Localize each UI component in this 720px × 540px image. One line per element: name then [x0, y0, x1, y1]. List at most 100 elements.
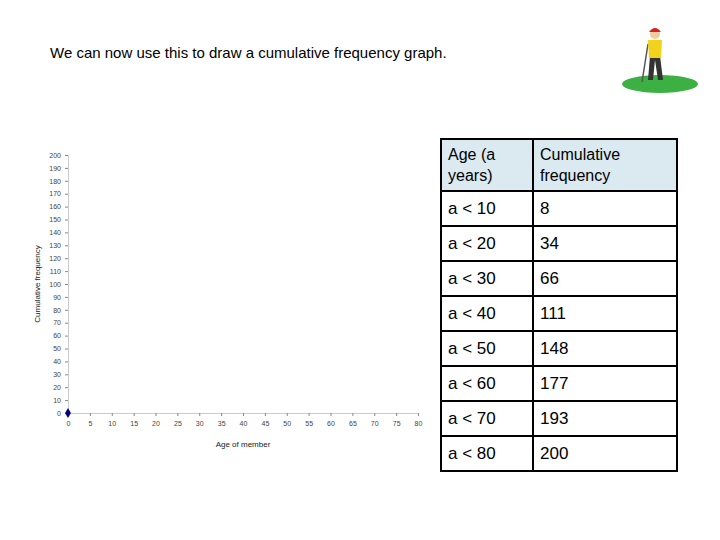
y-tick-label: 130: [49, 242, 61, 249]
table-cell: 66: [533, 261, 677, 296]
y-tick-label: 140: [49, 229, 61, 236]
x-tick-label: 75: [393, 420, 401, 427]
y-tick-mark: [65, 374, 68, 375]
table-cell: a < 10: [441, 191, 533, 226]
x-tick-mark: [309, 413, 310, 416]
table-cell: a < 40: [441, 296, 533, 331]
y-tick-label: 40: [53, 358, 61, 365]
y-tick-label: 60: [53, 332, 61, 339]
y-tick-mark: [65, 349, 68, 350]
y-tick-label: 150: [49, 216, 61, 223]
x-tick-label: 80: [415, 420, 423, 427]
x-tick-mark: [134, 413, 135, 416]
table-cell: 34: [533, 226, 677, 261]
x-tick-mark: [265, 413, 266, 416]
x-tick-label: 10: [108, 420, 116, 427]
y-tick-label: 20: [53, 384, 61, 391]
y-axis: 0 10 20 30 40 50 60 70 80 90 100 110 120 130 140 150 160…: [49, 152, 68, 417]
y-tick: 90: [53, 294, 68, 301]
table-row: a < 80200: [441, 436, 677, 471]
x-tick: 80: [415, 413, 423, 427]
y-tick: 110: [50, 268, 68, 275]
x-tick-label: 55: [305, 420, 313, 427]
x-tick-mark: [90, 413, 91, 416]
x-axis-line: [69, 414, 419, 417]
x-tick-label: 35: [218, 420, 226, 427]
x-tick-label: 5: [88, 420, 92, 427]
table-cell: a < 60: [441, 366, 533, 401]
table-cell: 148: [533, 331, 677, 366]
x-tick: 60: [327, 413, 335, 427]
table-row: a < 108: [441, 191, 677, 226]
y-tick-label: 70: [53, 319, 61, 326]
table-cell: a < 50: [441, 331, 533, 366]
y-tick: 160: [49, 203, 68, 210]
head: [650, 29, 660, 39]
table-cell: a < 30: [441, 261, 533, 296]
x-tick-label: 20: [152, 420, 160, 427]
table-cell: 111: [533, 296, 677, 331]
x-tick-mark: [177, 413, 178, 416]
header-cell: Cumulative frequency: [533, 139, 677, 191]
x-axis-title: Age of member: [216, 440, 271, 449]
x-tick-label: 0: [67, 420, 71, 427]
x-tick: 25: [174, 413, 182, 427]
table-row: a < 3066: [441, 261, 677, 296]
x-tick-mark: [112, 413, 113, 416]
y-tick: 60: [53, 332, 68, 339]
x-tick: 10: [108, 413, 116, 427]
table-cell: 8: [533, 191, 677, 226]
header-cell: Age (a years): [441, 139, 533, 191]
legs: [648, 56, 663, 80]
y-tick-mark: [65, 194, 68, 195]
y-tick: 200: [49, 152, 68, 159]
x-tick-label: 30: [196, 420, 204, 427]
y-tick-label: 190: [49, 165, 61, 172]
y-tick-mark: [65, 181, 68, 182]
x-tick-label: 70: [371, 420, 379, 427]
y-tick: 100: [49, 281, 68, 288]
y-tick-mark: [65, 258, 68, 259]
x-tick-mark: [243, 413, 244, 416]
y-tick-mark: [65, 232, 68, 233]
y-tick-label: 50: [53, 345, 61, 352]
y-axis-line: [65, 156, 69, 414]
y-tick-mark: [65, 168, 68, 169]
table-cell: 193: [533, 401, 677, 436]
y-tick: 40: [53, 358, 68, 365]
y-tick: 190: [49, 165, 68, 172]
cap: [649, 28, 661, 32]
table-row: a < 70193: [441, 401, 677, 436]
golfer-icon: [622, 28, 698, 93]
y-tick-label: 100: [49, 281, 61, 288]
y-tick: 120: [49, 255, 68, 262]
y-tick-label: 0: [57, 410, 61, 417]
y-tick-mark: [65, 220, 68, 221]
y-tick: 170: [49, 190, 68, 197]
x-tick: 75: [393, 413, 401, 427]
header-row: Age (a years)Cumulative frequency: [441, 139, 677, 191]
x-tick-label: 50: [283, 420, 291, 427]
shirt: [648, 40, 662, 58]
y-tick: 20: [53, 384, 68, 391]
x-tick-mark: [287, 413, 288, 416]
club: [642, 44, 648, 82]
x-tick: 70: [371, 413, 379, 427]
y-tick-mark: [65, 336, 68, 337]
x-axis: 05101520253035404550556065707580: [67, 413, 423, 427]
x-tick: 55: [305, 413, 313, 427]
x-tick-label: 45: [261, 420, 269, 427]
x-tick: 50: [283, 413, 291, 427]
y-tick: 180: [49, 178, 68, 185]
chart-canvas: 0102030405060708090100110120130140150160…: [0, 0, 720, 540]
y-tick-mark: [65, 400, 68, 401]
table-cell: 177: [533, 366, 677, 401]
table-row: a < 60177: [441, 366, 677, 401]
table-row: a < 40111: [441, 296, 677, 331]
slide-title: We can now use this to draw a cumulative…: [50, 44, 447, 61]
y-tick-label: 10: [53, 397, 61, 404]
y-tick: 30: [53, 371, 68, 378]
y-tick-mark: [65, 271, 68, 272]
x-tick-mark: [199, 413, 200, 416]
y-tick-label: 80: [53, 307, 61, 314]
